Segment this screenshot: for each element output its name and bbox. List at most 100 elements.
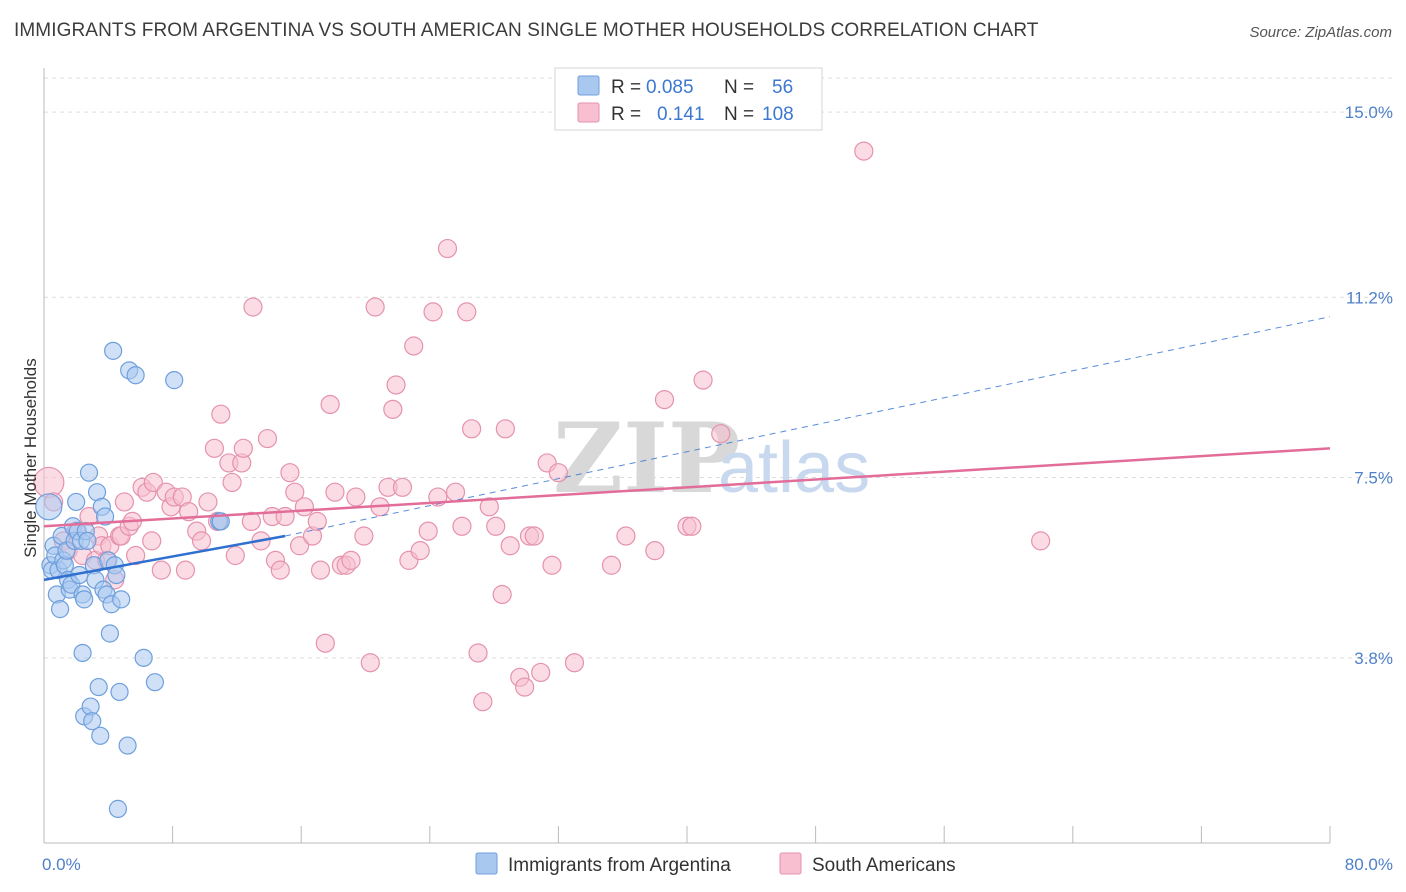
south-americans-point [126,545,146,566]
tick-labels: 3.8% 7.5% 11.2% 15.0% 0.0% 80.0% [42,103,1393,874]
south-americans-point [285,482,305,502]
south-americans-point [418,521,438,541]
argentina-point [110,682,129,702]
x-tick-label-1: 80.0% [1345,855,1393,874]
argentina-point [91,726,110,745]
south-americans-point [468,643,488,663]
legend-r-label-2: R = [611,104,641,125]
watermark-atlas: atlas [718,428,870,508]
south-americans-point [325,482,345,502]
south-americans-point [320,394,340,415]
south-americans-point [601,555,622,575]
south-americans-point [114,492,134,512]
south-americans-point [423,302,443,322]
south-americans-point [354,526,374,546]
south-americans-point [198,492,218,512]
south-americans-point [437,238,458,259]
south-americans-point [473,692,493,712]
south-americans-point [383,399,403,419]
south-americans-point [143,472,163,493]
y-tick-label-3: 15.0% [1345,103,1393,122]
south-americans-point [360,653,380,673]
south-americans-point [711,424,731,444]
watermark: ZIP atlas [553,402,870,515]
argentina-point [126,366,145,385]
argentina-point [108,799,128,818]
south-americans-point [457,302,477,322]
south-americans-point [225,545,245,566]
y-tick-label-2: 11.2% [1346,288,1393,307]
argentina-point [67,492,86,512]
bottom-legend-label-2: South Americans [812,855,956,876]
south-americans-point [645,541,665,561]
south-americans-point [386,375,406,395]
y-axis-label: Single Mother Households [21,358,40,557]
south-americans-point [151,560,171,580]
legend-n-value-2: 108 [762,104,794,125]
argentina-point [100,624,120,643]
south-americans-point [392,477,413,497]
argentina-point [35,493,63,521]
argentina-point [211,512,230,531]
south-americans-point [479,497,499,517]
chart-title: IMMIGRANTS FROM ARGENTINA VS SOUTH AMERI… [14,20,1039,41]
south-americans-point [211,404,231,424]
south-americans-point [682,516,702,536]
south-americans-point [542,555,562,575]
south-americans-point [548,463,569,483]
trend-lines [43,316,1331,582]
south-americans-point [854,141,874,161]
argentina-trend-extension [285,316,1331,537]
correlation-legend: R = 0.085 N = 56 R = 0.141 N = 108 [554,67,823,131]
south-americans-point [233,438,253,458]
south-americans-point [142,531,162,551]
south-americans-point [486,516,506,536]
legend-r-value-2: 0.141 [657,104,705,125]
south-americans-point [461,419,482,439]
south-americans-trend-line [43,447,1331,528]
south-americans-point [310,560,331,580]
south-americans-point [191,531,212,551]
south-americans-point [492,584,512,605]
south-americans-point [270,560,290,580]
bottom-legend-swatch-blue [475,852,498,875]
argentina-trend-line [43,534,286,582]
argentina-point [89,677,108,697]
south-americans-point [315,633,335,653]
series-legend: Immigrants from Argentina South American… [475,852,956,876]
y-tick-label-0: 3.8% [1354,649,1393,668]
south-americans-points [33,141,1051,712]
argentina-point [104,341,123,360]
south-americans-point [452,516,472,536]
south-americans-point [654,389,675,410]
axes [43,68,1331,844]
south-americans-point [241,511,261,532]
legend-swatch-pink [577,102,600,123]
south-americans-point [1031,531,1051,551]
south-americans-point [307,511,327,532]
south-americans-point [365,297,385,317]
legend-swatch-blue [577,75,600,96]
argentina-point [165,371,184,390]
south-americans-point [341,550,361,570]
bottom-legend-swatch-pink [779,852,802,875]
south-americans-point [531,662,551,683]
argentina-point [50,600,70,619]
bottom-legend-label-1: Immigrants from Argentina [508,855,731,876]
south-americans-point [515,677,535,697]
south-americans-point [693,370,713,390]
south-americans-point [222,472,242,493]
south-americans-point [257,428,278,449]
south-americans-point [294,497,315,517]
argentina-point [83,712,102,731]
legend-r-label-1: R = [611,77,641,98]
argentina-point [78,531,97,550]
south-americans-point [616,526,636,546]
south-americans-point [175,560,196,580]
legend-r-value-1: 0.085 [646,77,694,98]
south-americans-point [289,536,310,556]
south-americans-point [280,463,300,483]
south-americans-point [243,297,263,317]
legend-n-value-1: 56 [772,77,793,98]
